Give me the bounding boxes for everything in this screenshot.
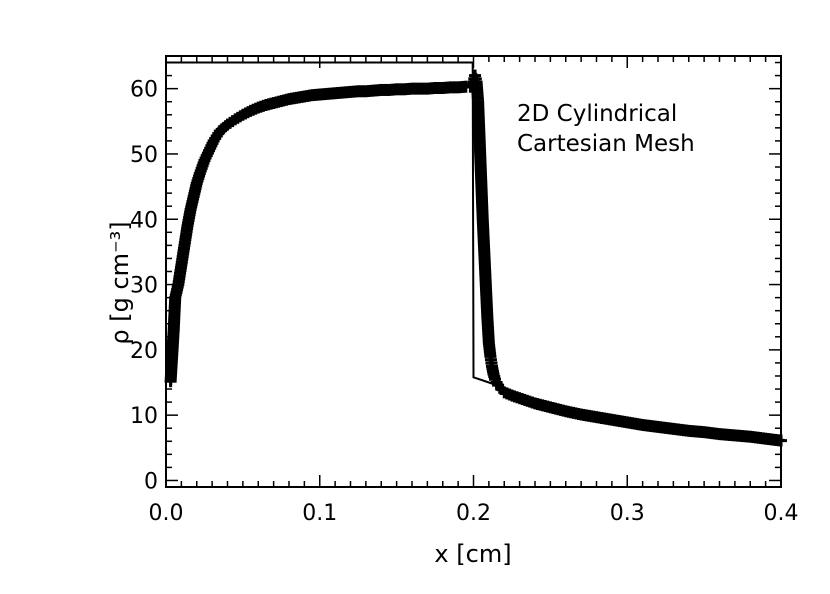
y-tick-label: 30 [130,274,158,299]
x-tick-label: 0.3 [610,501,645,526]
plot-area [164,61,787,447]
axis-ticks [165,56,782,487]
annotation-line-2: Cartesian Mesh [517,131,695,157]
marker-series [164,69,787,447]
x-tick-label: 0.1 [302,501,337,526]
y-tick-label: 0 [144,469,158,494]
y-tick-label: 10 [130,404,158,429]
x-tick-label: 0.2 [456,501,491,526]
chart-annotation: 2D Cylindrical Cartesian Mesh [517,101,695,157]
y-tick-label: 20 [130,339,158,364]
y-tick-label: 40 [130,208,158,233]
x-tick-labels: 0.0 0.1 0.2 0.3 0.4 [149,501,799,526]
annotation-line-1: 2D Cylindrical [517,101,677,127]
y-tick-labels: 0 10 20 30 40 50 60 [130,78,158,495]
x-axis-label: x [cm] [434,540,511,568]
y-axis-label: ρ [g cm⁻³] [106,221,134,344]
y-tick-label: 60 [130,78,158,103]
x-tick-label: 0.4 [764,501,799,526]
x-tick-label: 0.0 [149,501,184,526]
y-tick-label: 50 [130,143,158,168]
